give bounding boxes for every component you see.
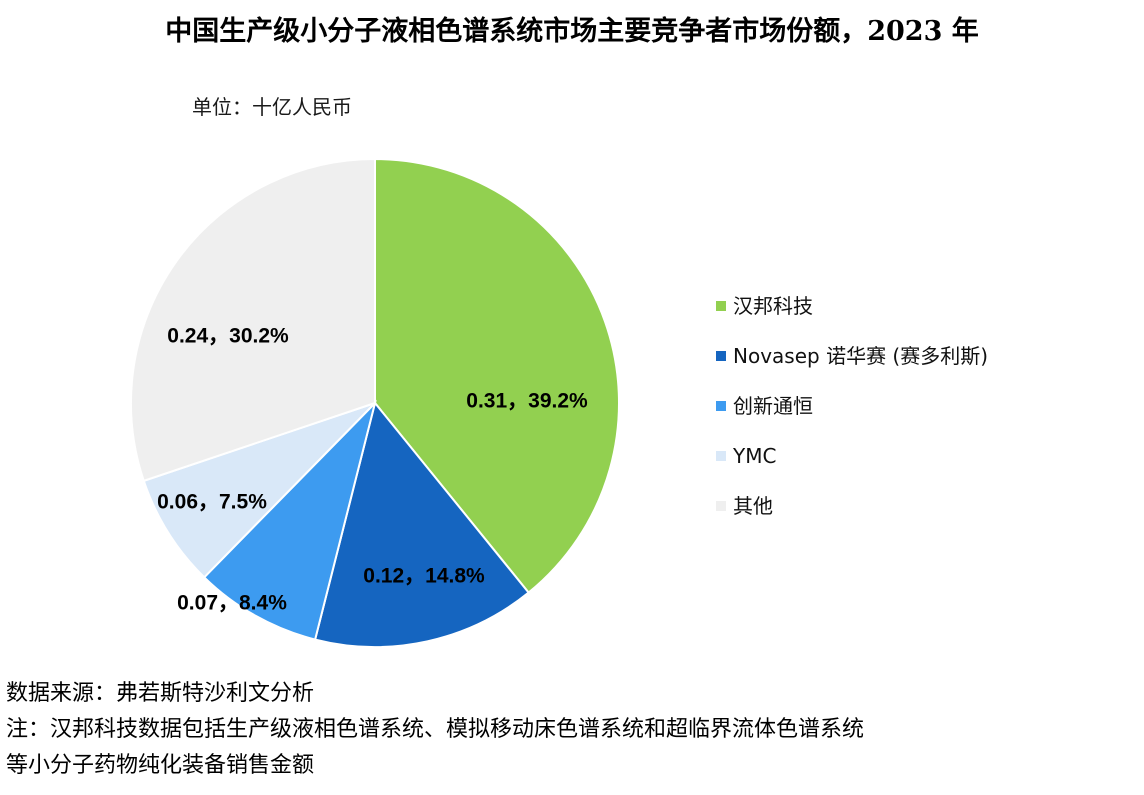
chart-legend: 汉邦科技 Novasep 诺华赛 (赛多利斯) 创新通恒 YMC 其他 — [716, 281, 988, 531]
source-note: 数据来源：弗若斯特沙利文分析 — [6, 681, 315, 706]
data-label-hanbang: 0.31，39.2% — [466, 390, 588, 413]
legend-swatch — [716, 301, 726, 311]
legend-label: 汉邦科技 — [733, 294, 813, 318]
pie-slices — [130, 157, 620, 648]
pie-data-labels: 0.31，39.2% 0.12，14.8% 0.07，8.4% 0.06，7.5% 0.… — [157, 325, 588, 615]
explanatory-note: 注：汉邦科技数据包括生产级液相色谱系统、模拟移动床色谱系统和超临界流体色谱系统 — [6, 717, 865, 742]
legend-item-others: 其他 — [716, 481, 988, 531]
unit-label: 单位：十亿人民币 — [192, 95, 352, 119]
legend-swatch — [716, 501, 726, 511]
pie-slice-chuangxin — [202, 399, 377, 641]
legend-item-ymc: YMC — [716, 431, 988, 481]
footnotes: 数据来源：弗若斯特沙利文分析 注：汉邦科技数据包括生产级液相色谱系统、模拟移动床… — [6, 676, 864, 784]
explanatory-note-continued: 等小分子药物纯化装备销售金额 — [6, 753, 315, 778]
pie-slice-hanbang — [374, 157, 620, 594]
data-label-chuangxin: 0.07，8.4% — [177, 592, 287, 615]
legend-item-novasep: Novasep 诺华赛 (赛多利斯) — [716, 331, 988, 381]
pie-slice-others — [130, 157, 376, 483]
legend-swatch — [716, 351, 726, 361]
legend-swatch — [716, 451, 726, 461]
data-label-novasep: 0.12，14.8% — [363, 565, 485, 588]
pie-slice-novasep — [313, 400, 531, 648]
legend-label: 其他 — [733, 494, 773, 518]
legend-item-hanbang: 汉邦科技 — [716, 281, 988, 331]
legend-item-chuangxin: 创新通恒 — [716, 381, 988, 431]
data-label-others: 0.24，30.2% — [167, 325, 289, 348]
legend-label: YMC — [733, 444, 777, 468]
legend-swatch — [716, 401, 726, 411]
pie-slice-ymc — [142, 402, 376, 579]
legend-label: 创新通恒 — [733, 394, 813, 418]
chart-title: 中国生产级小分子液相色谱系统市场主要竞争者市场份额，2023 年 — [165, 16, 979, 47]
legend-label: Novasep 诺华赛 (赛多利斯) — [733, 344, 989, 368]
data-label-ymc: 0.06，7.5% — [157, 491, 267, 514]
